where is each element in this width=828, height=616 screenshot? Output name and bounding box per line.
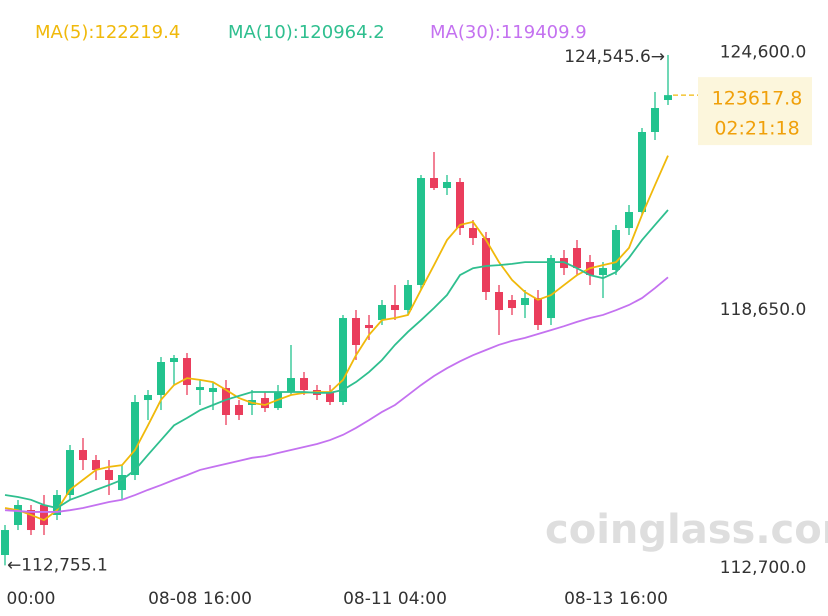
candle-body [378,304,386,321]
y-tick-label: 112,700.0 [720,558,807,578]
candle-body [300,378,308,391]
candle-body [651,108,659,132]
candle-body [404,284,412,311]
candle-body [417,178,425,285]
candle-body [430,178,438,189]
candle-body [183,358,191,385]
candle-body [638,131,646,213]
candle-body [209,388,217,393]
candle-body [66,450,74,495]
legend-entry: MA(30):119409.9 [430,22,587,43]
candle-body [1,530,9,556]
candle-body [222,388,230,415]
candle-body [144,394,152,401]
candle-body [261,398,269,409]
price-box [698,77,812,146]
candle-body [508,300,516,309]
candle-body [287,378,295,393]
candle-body [534,298,542,325]
candle-body [664,95,672,101]
legend-entry: MA(10):120964.2 [228,22,385,43]
ma-line [4,209,669,509]
candle-body [27,510,35,531]
candle-body [599,268,607,275]
candle-body [482,238,490,293]
ma-line [4,155,669,522]
candle-body [456,181,464,229]
candle-body [547,258,555,319]
candle-body [625,212,633,229]
x-tick-label: 08-08 16:00 [148,589,252,609]
low-label: ←112,755.1 [7,555,108,575]
candle-body [339,318,347,403]
candle-body [92,460,100,471]
current-price: 123617.8 [712,88,803,110]
candle-body [157,362,165,395]
candle-body [352,318,360,345]
legend-entry: MA(5):122219.4 [35,22,180,43]
candle-body [14,504,22,526]
candle-body [131,402,139,475]
y-tick-label: 118,650.0 [720,300,807,320]
candle-body [40,504,48,526]
y-tick-label: 124,600.0 [720,43,807,63]
candle-body [235,404,243,415]
candle-body [612,230,620,271]
candle-body [118,474,126,491]
candle-body [521,298,529,305]
candle-body [326,392,334,403]
candle-body [573,248,581,269]
ma-line [4,276,669,513]
candle-body [469,228,477,239]
candle-body [170,358,178,363]
x-tick-label: 08-11 04:00 [343,589,447,609]
watermark: coinglass.com [545,507,828,553]
candle-body [105,470,113,481]
x-tick-label: 00:00 [7,589,56,609]
candle-body [443,181,451,189]
candle-body [53,494,61,516]
candle-body [196,387,204,391]
candle-body [79,450,87,461]
candle-body [391,304,399,311]
candle-body [495,292,503,311]
high-label: 124,545.6→ [564,47,665,67]
countdown: 02:21:18 [714,118,799,140]
x-tick-label: 08-13 16:00 [564,589,668,609]
candle-body [365,324,373,329]
